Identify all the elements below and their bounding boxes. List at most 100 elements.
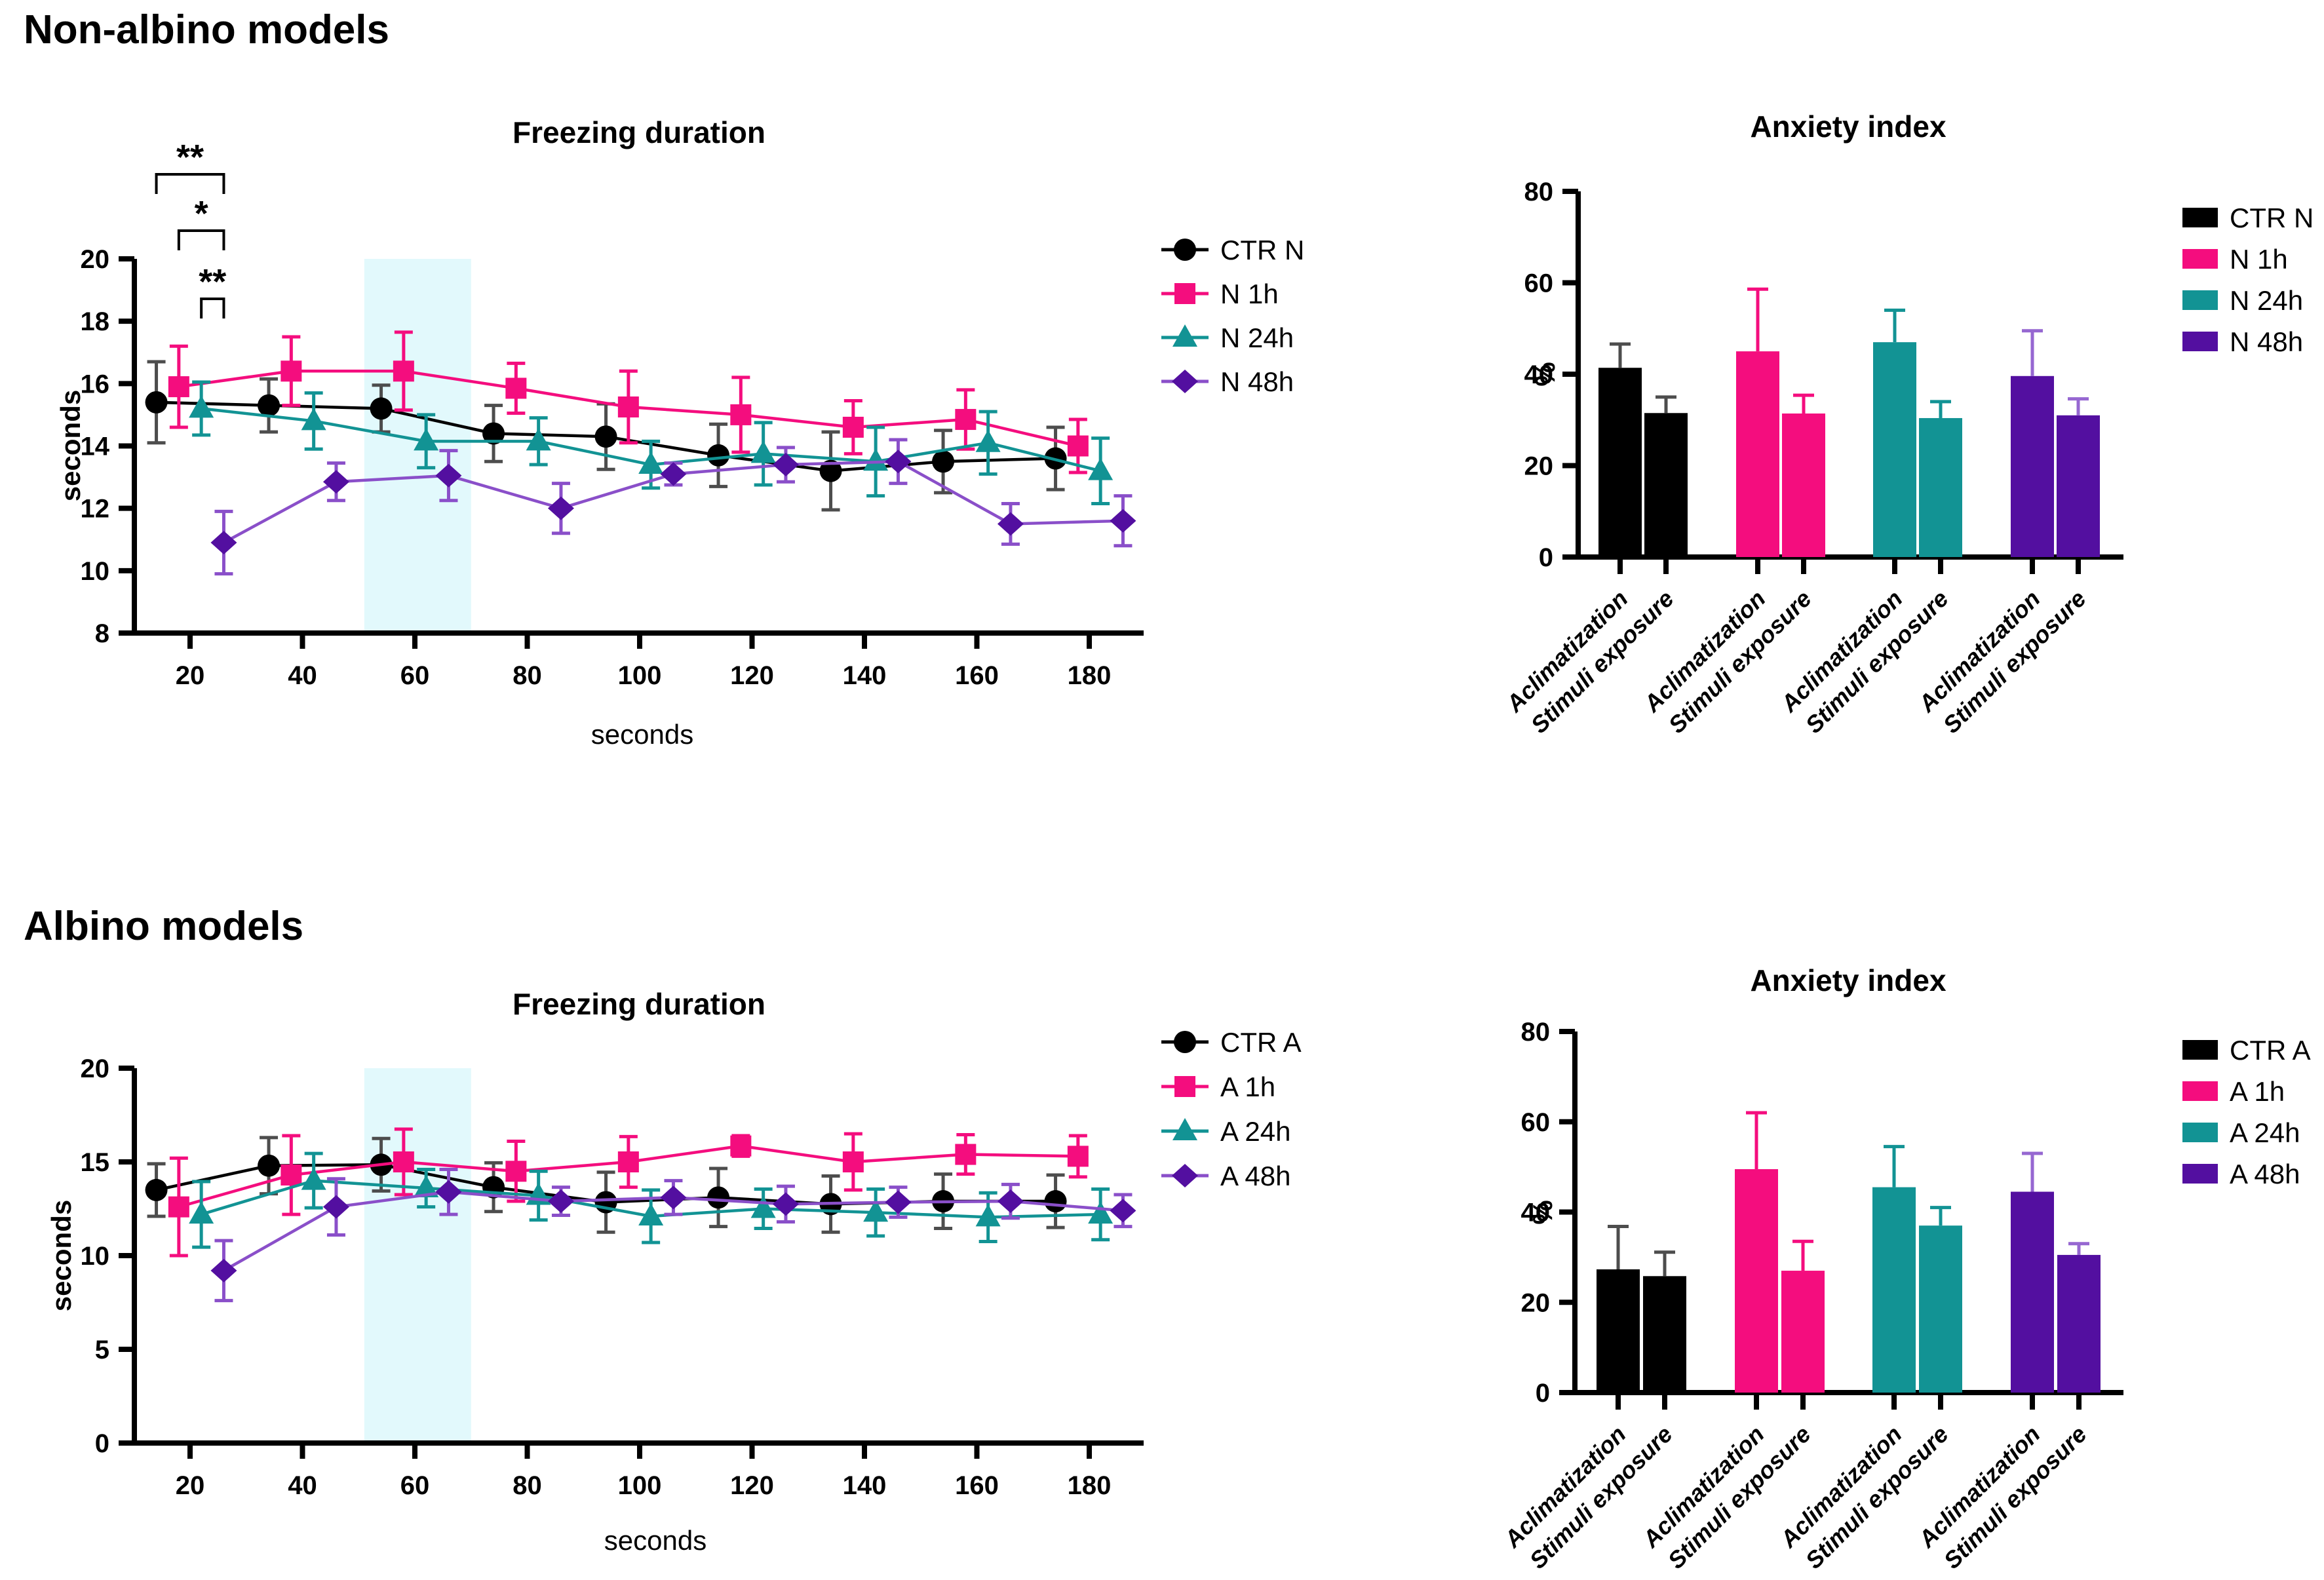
legend-item-n-48h: N 48h (2182, 326, 2303, 357)
marker-square-icon (281, 1165, 302, 1186)
series-n-24h (189, 380, 1114, 506)
marker-triangle-icon (1088, 457, 1114, 480)
marker-diamond-icon (885, 1190, 912, 1214)
x-tick-label: 180 (1068, 661, 1112, 690)
x-axis-label: seconds (591, 719, 693, 750)
bar (1643, 1276, 1686, 1393)
y-tick-label: 18 (81, 307, 110, 336)
bar (1781, 1271, 1825, 1393)
y-tick-label: 80 (1524, 178, 1554, 206)
x-tick-label: 160 (955, 1471, 999, 1500)
marker-triangle-icon (863, 1199, 889, 1222)
marker-triangle-icon (301, 1167, 326, 1190)
y-tick-label: 16 (81, 370, 110, 398)
y-tick-label: 0 (1536, 1379, 1550, 1408)
legend-item-n-24h: N 24h (1161, 322, 1294, 353)
marker-circle-icon (145, 391, 168, 414)
series-a-1h (168, 1127, 1089, 1258)
marker-square-icon (1174, 1076, 1195, 1097)
marker-circle-icon (145, 1178, 168, 1201)
marker-circle-icon (258, 394, 281, 417)
marker-square-icon (1067, 1146, 1089, 1167)
y-tick-label: 80 (1521, 1018, 1551, 1047)
marker-triangle-icon (189, 395, 214, 418)
legend-label: N 24h (2230, 285, 2303, 316)
x-tick-label: 20 (176, 661, 205, 690)
marker-triangle-icon (638, 452, 664, 474)
marker-square-icon (730, 404, 752, 425)
marker-circle-icon (258, 1154, 281, 1177)
legend-swatch (2182, 208, 2218, 227)
legend-item-a-24h: A 24h (2182, 1117, 2300, 1148)
marker-circle-icon (370, 397, 393, 420)
marker-diamond-icon (997, 1189, 1024, 1214)
y-tick-label: 8 (95, 619, 109, 648)
x-tick-label: 80 (513, 661, 542, 690)
bar (1736, 351, 1779, 557)
legend-label: N 48h (2230, 326, 2303, 357)
chart-nonalbino-freezing: 8 10 12 14 16 18 20 20 40 60 80 100 120 140 160 180 Free… (55, 115, 1304, 750)
marker-square-icon (955, 1144, 977, 1165)
marker-circle-icon (1174, 1031, 1196, 1053)
significance-bracket (155, 173, 225, 194)
y-tick-label: 60 (1521, 1108, 1551, 1137)
bar (1919, 417, 1962, 557)
stimulus-band (364, 1068, 471, 1443)
chart-title: Freezing duration (513, 987, 765, 1021)
marker-triangle-icon (863, 448, 889, 471)
marker-square-icon (393, 360, 414, 382)
marker-square-icon (168, 1196, 189, 1218)
y-tick-label: 12 (81, 495, 110, 524)
marker-triangle-icon (526, 428, 551, 451)
bar (2057, 415, 2100, 557)
marker-circle-icon (932, 450, 955, 473)
legend-item-a-1h: A 1h (1161, 1071, 1275, 1102)
x-tick-label: 120 (730, 661, 774, 690)
y-tick-label: 20 (81, 1054, 110, 1083)
y-tick-label: 20 (1524, 452, 1554, 481)
series-n-48h (210, 438, 1136, 576)
marker-diamond-icon (435, 463, 462, 488)
bar (1598, 368, 1642, 557)
legend-item-a-1h: A 1h (2182, 1076, 2285, 1107)
legend-item-a-48h: A 48h (2182, 1159, 2300, 1189)
x-axis-label: seconds (604, 1525, 707, 1556)
x-tick-label: 100 (618, 1471, 662, 1500)
marker-square-icon (842, 1151, 864, 1172)
marker-diamond-icon (772, 453, 799, 477)
bar (2011, 376, 2054, 557)
legend-label: CTR N (2230, 202, 2314, 233)
significance-stars: ** (176, 138, 204, 177)
y-tick-label: 14 (81, 433, 110, 461)
x-tick-label: 160 (955, 661, 999, 690)
y-tick-label: 20 (81, 245, 110, 274)
marker-triangle-icon (1088, 1201, 1114, 1224)
y-tick-label: 60 (1524, 269, 1554, 298)
bar (2011, 1191, 2054, 1393)
marker-square-icon (505, 377, 527, 399)
marker-triangle-icon (414, 428, 439, 451)
legend-swatch (2182, 1123, 2218, 1142)
marker-circle-icon (1044, 1190, 1067, 1213)
marker-circle-icon (707, 1186, 730, 1209)
bar (1735, 1169, 1778, 1393)
legend-item-n-1h: N 1h (1161, 279, 1279, 309)
y-tick-label: 20 (1521, 1288, 1551, 1317)
series-ctr-n (145, 360, 1067, 512)
significance-bracket (200, 298, 225, 318)
section-heading-albino: Albino models (24, 904, 304, 949)
chart-title: Anxiety index (1750, 109, 1946, 144)
marker-diamond-icon (322, 1195, 349, 1219)
marker-diamond-icon (1110, 509, 1136, 533)
marker-diamond-icon (547, 496, 574, 520)
y-axis-label: % (1527, 1200, 1558, 1224)
section-heading-nonalbino: Non-albino models (24, 7, 389, 52)
marker-triangle-icon (750, 1195, 776, 1218)
marker-diamond-icon (322, 470, 349, 494)
y-axis-label: % (1530, 362, 1560, 386)
y-tick-label: 40 (1524, 360, 1554, 389)
marker-diamond-icon (885, 450, 912, 474)
marker-circle-icon (707, 444, 730, 467)
marker-square-icon (505, 1161, 527, 1182)
